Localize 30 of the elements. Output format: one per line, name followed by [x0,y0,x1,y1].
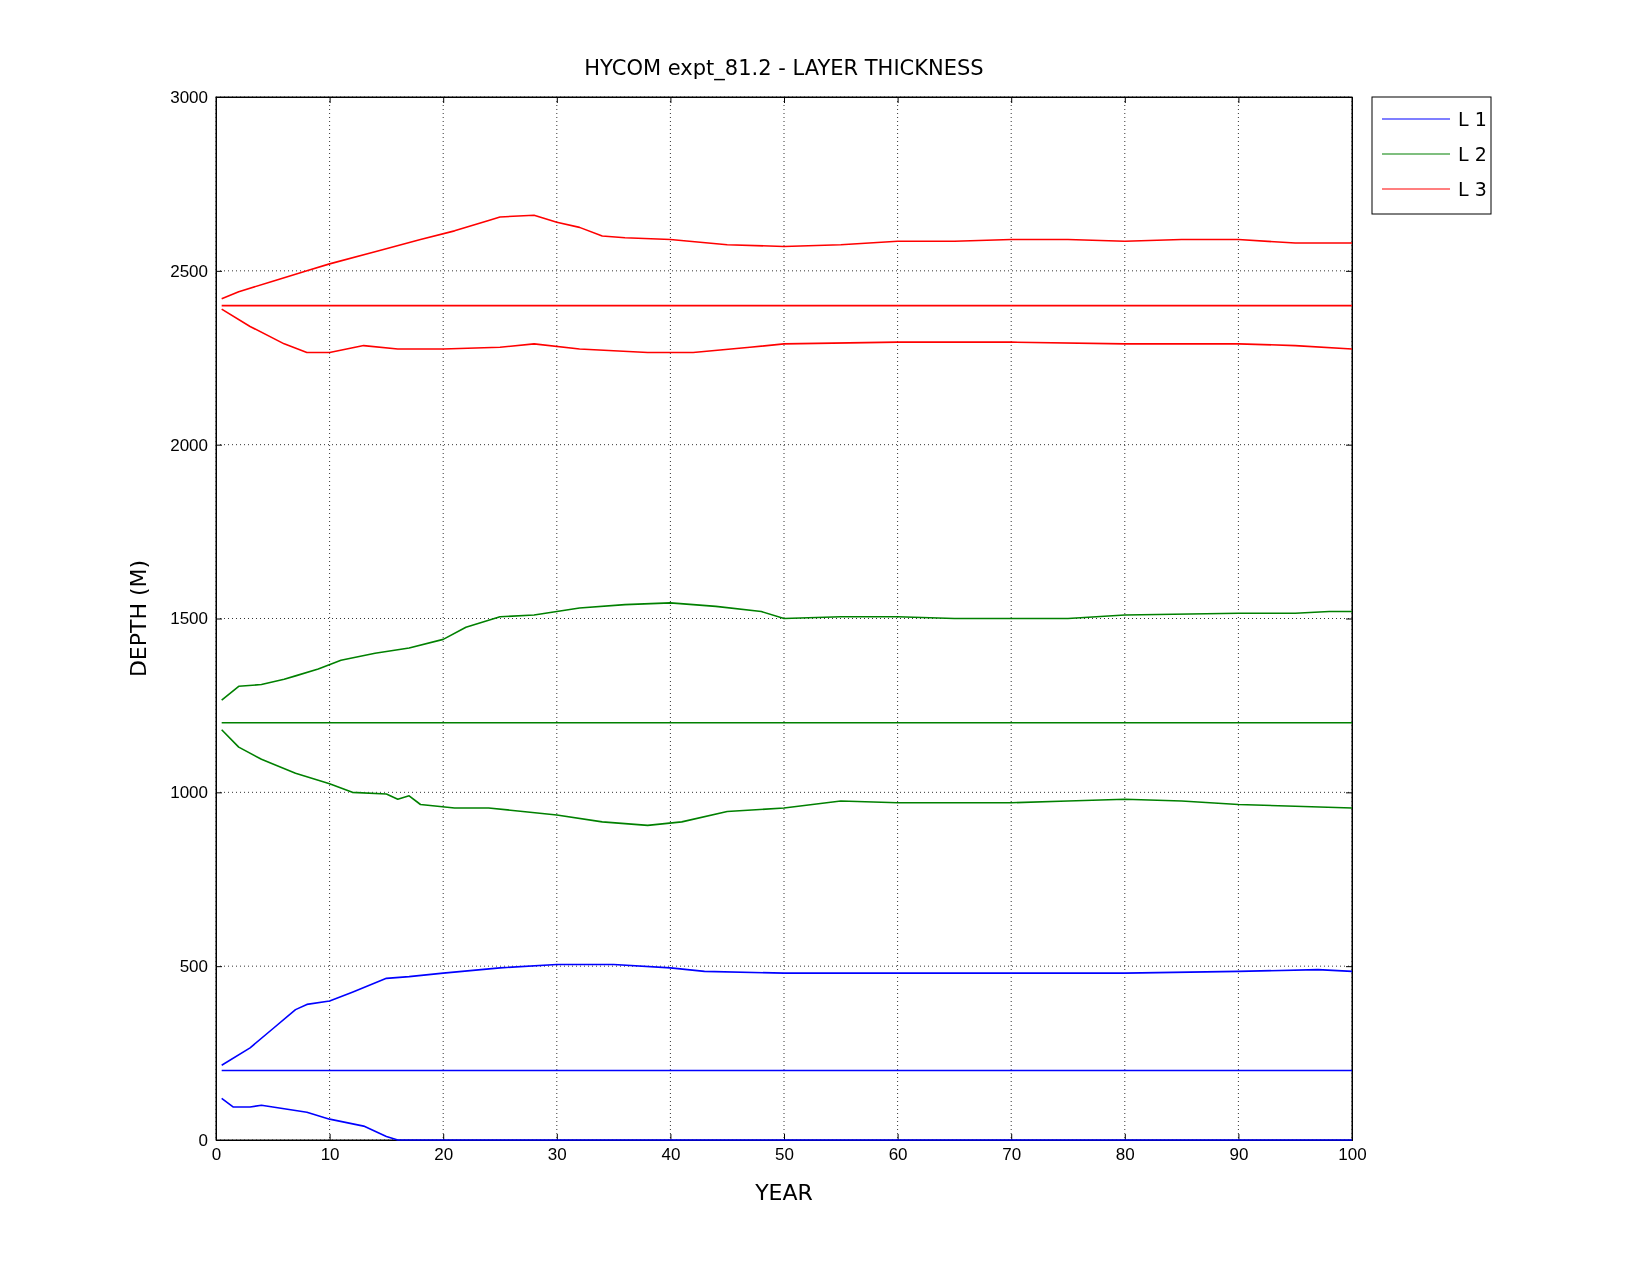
chart-title: HYCOM expt_81.2 - LAYER THICKNESS [584,56,984,81]
y-tick-label: 2500 [170,261,208,281]
x-tick-label: 90 [1229,1145,1249,1165]
line-series [220,728,1353,827]
y-tick-label: 500 [179,957,208,977]
y-tick-label: 2000 [170,435,208,455]
x-tick-label: 100 [1338,1145,1367,1165]
y-tick-label: 0 [198,1130,208,1150]
line-series [220,963,1353,1067]
x-tick-label: 80 [1115,1145,1135,1165]
line-series [220,602,1353,701]
x-tick-label: 10 [320,1145,340,1165]
x-axis-title: YEAR [754,1180,813,1205]
y-axis-title: DEPTH (M) [126,559,151,678]
x-tick-label: 50 [775,1145,794,1165]
line-series [220,214,1353,300]
x-tick-label: 30 [547,1145,567,1165]
legend-label: L 3 [1458,178,1487,200]
legend-label: L 1 [1458,108,1487,130]
x-tick-label: 60 [888,1145,908,1165]
line-series [220,308,1353,354]
y-tick-label: 3000 [170,87,208,107]
x-tick-label: 0 [211,1145,222,1165]
x-tick-label: 40 [661,1145,681,1165]
x-tick-label: 70 [1002,1145,1022,1165]
y-tick-label: 1500 [170,609,208,629]
x-tick-label: 20 [434,1145,454,1165]
line-series [220,1097,1353,1141]
legend-label: L 2 [1458,143,1487,165]
y-tick-label: 1000 [170,783,208,803]
